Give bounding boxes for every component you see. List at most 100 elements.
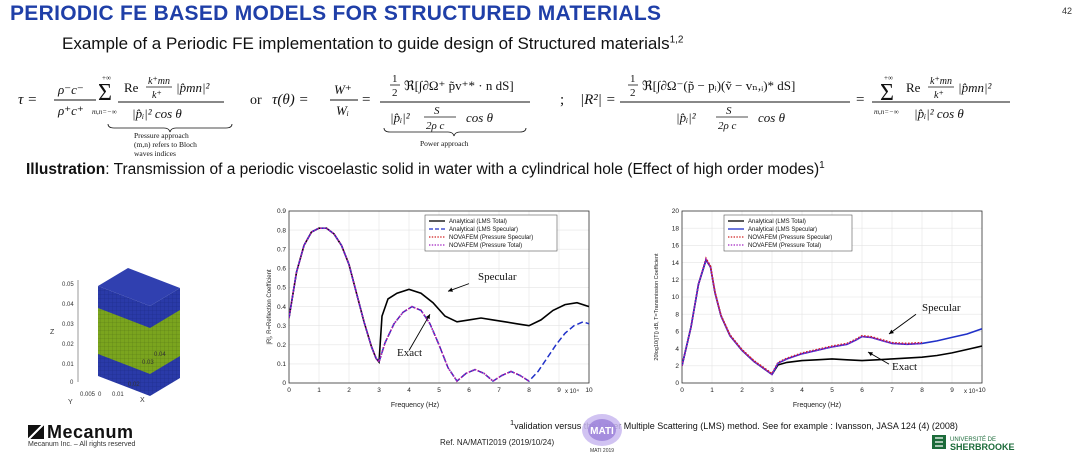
eq-sigma-top-1: +∞: [102, 74, 111, 82]
annotation-arrowhead-0: [448, 287, 453, 292]
periodic-cell-3d-model: 0.05 0.04 0.03 0.02 0.01 0 Z 0.01 0.02 0…: [50, 268, 180, 406]
svg-text:Re: Re: [906, 80, 921, 95]
legend-entry-1: Analytical (LMS Specular): [449, 227, 518, 233]
svg-text:k⁺mn: k⁺mn: [930, 76, 952, 87]
legend-entry-3: NOVAFEM (Pressure Total): [449, 243, 522, 249]
y-tick-label: 0.4: [277, 304, 286, 311]
svg-text:S: S: [434, 105, 440, 117]
x-tick-label: 1: [710, 387, 714, 394]
mecanum-logo: Mecanum: [28, 422, 134, 443]
transmission-ylabel: 20log10(|T|) dB, T=Transmission Coeffici…: [654, 253, 660, 361]
x-tick-label: 0: [680, 387, 684, 394]
footnote-text: validation versus the Layer Multiple Sca…: [514, 421, 958, 431]
svg-text:|p̂ᵢ|² cos θ: |p̂ᵢ|² cos θ: [914, 106, 964, 121]
eq-sigma-bottom-1: m,n=−∞: [92, 108, 117, 116]
x-tick-label: 1: [317, 387, 321, 394]
annotation-arrow-0: [888, 313, 917, 335]
x-tick-label: 8: [920, 387, 924, 394]
svg-text:cos θ: cos θ: [758, 110, 786, 125]
mecanum-logo-icon: [28, 425, 44, 439]
eq-tau-lhs: τ =: [18, 92, 37, 108]
z-tick-1: 0.04: [62, 302, 74, 308]
y-tick-label: 0.8: [277, 227, 286, 234]
y-tick-label: 2: [675, 363, 679, 370]
page-number: 42: [1061, 6, 1072, 16]
legend-entry-1: Analytical (LMS Specular): [748, 227, 817, 233]
eq-half-1: 1: [392, 73, 398, 85]
y-tick-0: 0.005: [80, 392, 96, 398]
eq-pi-cos-1: |p̂ᵢ|² cos θ: [132, 106, 182, 121]
y-tick-label: 0.7: [277, 246, 286, 253]
reflection-x-exponent: x 10⁴: [565, 388, 579, 395]
x-tick-label: 3: [770, 387, 774, 394]
annotation-arrowhead-0: [889, 329, 894, 334]
series-line-3: [289, 227, 530, 383]
model-side-green: [150, 310, 180, 374]
eq-kmn-1: k⁺mn: [148, 76, 170, 87]
x-tick-label: 10: [978, 387, 986, 394]
svg-text:|p̂mn|²: |p̂mn|²: [958, 80, 993, 95]
z-tick-3: 0.02: [62, 342, 74, 348]
reference-text: Ref. NA/MATI2019 (2019/10/24): [440, 438, 555, 447]
eq-kplus-1: k⁺: [152, 90, 162, 101]
pressure-note-2: (m,n) refers to Bloch: [134, 140, 197, 149]
mati-logo: MATI MATI 2019: [582, 414, 622, 454]
svg-text:|p̂ᵢ|²: |p̂ᵢ|²: [676, 110, 697, 125]
slide-title: PERIODIC FE BASED MODELS FOR STRUCTURED …: [10, 2, 662, 25]
svg-text:Σ: Σ: [880, 80, 894, 106]
equations-block: τ = ρ⁻c⁻ ρ⁺c⁺ Σ +∞ m,n=−∞ Re k⁺mn k⁺ |p̂…: [18, 73, 1010, 158]
eq-or: or: [250, 93, 262, 108]
z-tick-5: 0: [70, 380, 74, 386]
y-tick-label: 18: [672, 225, 680, 232]
y-tick-label: 10: [672, 294, 680, 301]
x-tick-label: 6: [467, 387, 471, 394]
y-tick-label: 0.2: [277, 342, 286, 349]
eq-sigma-1: Σ: [98, 80, 112, 106]
x-tick-label: 8: [527, 387, 531, 394]
svg-text:2ρ c: 2ρ c: [718, 120, 737, 132]
eq-two-1: 2: [392, 87, 398, 99]
eq-w-num: W⁺: [334, 82, 352, 97]
eq-re-1: Re: [124, 80, 139, 95]
footnote-sup: 1: [510, 418, 515, 427]
x-tick-label: 2: [347, 387, 351, 394]
z-axis-label: Z: [50, 329, 55, 336]
y-tick-label: 0.9: [277, 208, 286, 215]
svg-text:2ρ c: 2ρ c: [426, 120, 445, 132]
y-tick-label: 0: [282, 380, 286, 387]
eq-frac-den: ρ⁺c⁺: [57, 103, 84, 118]
eq-brace-2: [383, 127, 527, 137]
eq-brace-1: [107, 123, 233, 133]
subtitle-text: Example of a Periodic FE implementation …: [62, 34, 670, 53]
svg-text:cos θ: cos θ: [466, 110, 494, 125]
legend-entry-0: Analytical (LMS Total): [748, 219, 806, 225]
reflection-ylabel: |R|, R=Reflection Coefficient: [267, 269, 273, 345]
plot-frame: [681, 210, 983, 384]
legend-box: [424, 214, 558, 252]
legend-entry-3: NOVAFEM (Pressure Total): [748, 243, 821, 249]
eq-r2-lhs: |R²| =: [580, 92, 616, 108]
model-front-green: [98, 308, 150, 374]
x-tick-label: 9: [557, 387, 561, 394]
series-line-2: [682, 256, 923, 375]
footnote: 1validation versus the Layer Multiple Sc…: [510, 418, 958, 431]
reflection-chart: 0 1 2 3 4 5 6 7 8 9 10 0 0.1 0.2 0.3 0.4 0.5 0.6 0.7 0.8 0.9…: [265, 203, 600, 413]
eq-w-den: Wᵢ: [336, 103, 349, 118]
x-tick-label: 6: [860, 387, 864, 394]
eq-power-integral: ℜ[∫∂Ω⁺ p̃v⁺* · n dS]: [404, 78, 514, 94]
y-tick-label: 8: [675, 311, 679, 318]
x-tick-1: 0.02: [128, 382, 140, 388]
x-tick-label: 10: [585, 387, 593, 394]
transmission-plot-area: 0 1 2 3 4 5 6 7 8 9 1002468101214161820Analytical …: [672, 208, 986, 394]
legend-entry-0: Analytical (LMS Total): [449, 219, 507, 225]
svg-text:=: =: [856, 92, 864, 108]
eq-frac-num: ρ⁻c⁻: [57, 82, 84, 97]
sherbrooke-logo: UNIVERSITÉ DE SHERBROOKE: [932, 435, 1015, 452]
annotation-1: Exact: [892, 361, 917, 373]
subtitle-sup: 1,2: [669, 34, 684, 46]
svg-text:m,n=−∞: m,n=−∞: [874, 108, 899, 116]
svg-text:2: 2: [630, 87, 636, 99]
illustration-caption: Illustration: Transmission of a periodic…: [26, 160, 825, 179]
annotation-arrow-1: [408, 313, 431, 351]
eq-r2-integral: ℜ[∫∂Ω⁻(p̃ − pᵢ)(ṽ − vₙ,ᵢ)* dS]: [642, 78, 795, 94]
